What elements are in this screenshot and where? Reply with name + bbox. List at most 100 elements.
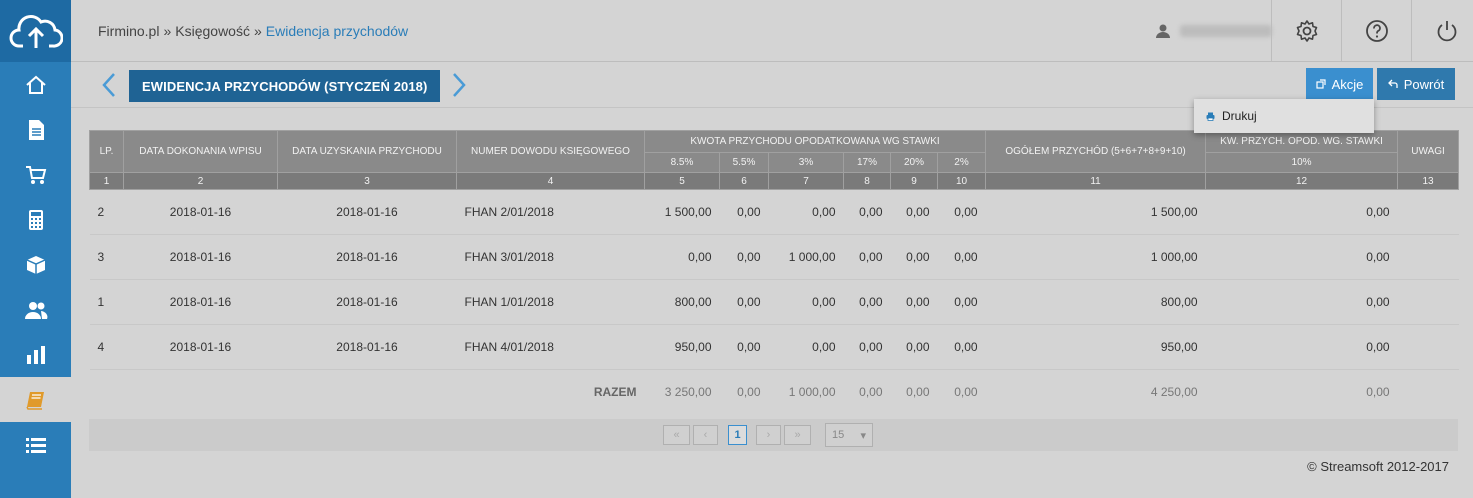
table-cell: 2018-01-16 [277, 279, 457, 325]
income-ledger-table: LP. DATA DOKONANIA WPISU DATA UZYSKANIA … [89, 130, 1460, 415]
table-cell: 2018-01-16 [123, 324, 278, 370]
page-button[interactable]: 1 [728, 425, 747, 445]
sum-cell: 0,00 [954, 385, 978, 400]
sidebar-item-calculator[interactable] [0, 197, 71, 242]
user-icon [1156, 24, 1170, 38]
table-cell [1397, 189, 1459, 235]
next-month-button[interactable] [451, 72, 467, 101]
table-cell: 0,00 [1205, 279, 1398, 325]
table-cell: 0,00 [1205, 324, 1398, 370]
table-cell: 0,00 [937, 279, 986, 325]
breadcrumb-current[interactable]: Ewidencja przychodów [265, 22, 409, 39]
table-cell: 0,00 [843, 234, 891, 280]
user-menu[interactable] [1156, 0, 1272, 62]
table-cell: 2018-01-16 [277, 189, 457, 235]
sidebar-item-sales[interactable] [0, 152, 71, 197]
table-cell: 0,00 [843, 324, 891, 370]
sidebar-item-accounting[interactable] [0, 377, 71, 422]
page-size-select[interactable]: 15 ▾ [825, 423, 873, 447]
sidebar [0, 0, 71, 498]
header-column-number: 10 [936, 172, 987, 190]
logo[interactable] [0, 0, 71, 62]
table-cell: 0,00 [1205, 234, 1398, 280]
actions-menu-print[interactable]: Drukuj [1194, 99, 1374, 133]
header-income-date: DATA UZYSKANIA PRZYCHODU [277, 130, 457, 173]
page-size-value: 15 [832, 429, 845, 441]
table-cell: FHAN 1/01/2018 [456, 279, 645, 325]
sum-cell: 0,00 [737, 385, 761, 400]
chevron-right-icon [453, 73, 466, 97]
help-button[interactable] [1341, 0, 1411, 62]
table-cell: 1 [89, 279, 124, 325]
sum-cell: 3 250,00 [664, 385, 712, 400]
sidebar-item-reports[interactable] [0, 332, 71, 377]
breadcrumb: Firmino.pl » Księgowość » Ewidencja przy… [98, 23, 408, 39]
sum-cell: 4 250,00 [1150, 385, 1198, 400]
sidebar-item-home[interactable] [0, 62, 71, 107]
table-row[interactable]: 2 2018-01-16 2018-01-16 FHAN 2/01/2018 1 500… [89, 189, 1459, 235]
table-cell: 1 000,00 [985, 234, 1206, 280]
table-cell: 0,00 [1205, 189, 1398, 235]
table-cell: 1 500,00 [644, 189, 720, 235]
header-column-number: 12 [1205, 172, 1399, 190]
sidebar-item-warehouse[interactable] [0, 242, 71, 287]
table-cell: 0,00 [890, 189, 938, 235]
footer-copyright: © Streamsoft 2012-2017 [1307, 459, 1449, 474]
table-row[interactable]: 4 2018-01-16 2018-01-16 FHAN 4/01/2018 950,0… [89, 324, 1459, 370]
table-cell: 0,00 [768, 279, 844, 325]
breadcrumb-section[interactable]: Księgowość [175, 22, 250, 39]
header-total-income: OGÓŁEM PRZYCHÓD (5+6+7+8+9+10) [985, 130, 1207, 173]
table-cell: FHAN 3/01/2018 [456, 234, 645, 280]
table-cell: FHAN 2/01/2018 [456, 189, 645, 235]
header-column-number: 7 [768, 172, 844, 190]
table-cell: 0,00 [843, 279, 891, 325]
table-row[interactable]: 3 2018-01-16 2018-01-16 FHAN 3/01/2018 0,00 0… [89, 234, 1459, 280]
previous-month-button[interactable] [101, 72, 117, 101]
table-cell: 2018-01-16 [123, 189, 278, 235]
sum-cell: 0,00 [859, 385, 883, 400]
table-cell: 2018-01-16 [277, 324, 457, 370]
header-taxed-amount: KWOTA PRZYCHODU OPODATKOWANA WG STAWKI [643, 130, 987, 153]
header-rate: 10% [1205, 152, 1399, 173]
external-link-icon [1315, 79, 1326, 89]
header-column-number: 2 [123, 172, 278, 190]
back-button[interactable]: Powrót [1377, 68, 1455, 100]
last-page-button[interactable]: » [784, 425, 811, 445]
table-cell: 0,00 [719, 279, 769, 325]
table-cell: 0,00 [937, 189, 986, 235]
table-row[interactable]: 1 2018-01-16 2018-01-16 FHAN 1/01/2018 800,0… [89, 279, 1459, 325]
calculator-icon [28, 209, 43, 230]
sidebar-item-list[interactable] [0, 422, 71, 467]
first-page-button[interactable]: « [663, 425, 690, 445]
breadcrumb-separator: » [253, 22, 262, 39]
table-cell: 950,00 [985, 324, 1206, 370]
actions-button-label: Akcje [1331, 76, 1364, 92]
sum-cell [1398, 370, 1459, 415]
header-rate: 17% [843, 152, 891, 173]
sum-row: RAZEM 3 250,00 0,00 1 000,00 0,00 0,00 0,00 4 2… [90, 370, 1459, 415]
printer-icon [1206, 112, 1215, 121]
document-icon [28, 119, 44, 140]
breadcrumb-home[interactable]: Firmino.pl [98, 22, 160, 39]
sidebar-item-documents[interactable] [0, 107, 71, 152]
header-column-numbers: 1 2 3 4 5 6 7 8 9 10 11 12 13 [89, 172, 1460, 190]
settings-button[interactable] [1271, 0, 1341, 62]
users-icon [24, 301, 47, 319]
bar-chart-icon [26, 345, 45, 364]
actions-button[interactable]: Akcje [1306, 68, 1373, 100]
next-page-button[interactable]: › [756, 425, 781, 445]
chevron-left-icon [102, 73, 115, 97]
table-cell: 2018-01-16 [123, 234, 278, 280]
back-button-label: Powrót [1403, 76, 1445, 92]
table-cell: 0,00 [890, 279, 938, 325]
sum-cell: 0,00 [1366, 385, 1390, 400]
table-cell: 800,00 [985, 279, 1206, 325]
prev-page-button[interactable]: ‹ [693, 425, 718, 445]
cart-icon [25, 165, 46, 184]
logout-button[interactable] [1411, 0, 1473, 62]
table-cell: 0,00 [890, 324, 938, 370]
top-bar: Firmino.pl » Księgowość » Ewidencja przy… [71, 0, 1473, 62]
table-cell: 0,00 [719, 324, 769, 370]
page-title: EWIDENCJA PRZYCHODÓW (STYCZEŃ 2018) [129, 70, 441, 102]
sidebar-item-contractors[interactable] [0, 287, 71, 332]
